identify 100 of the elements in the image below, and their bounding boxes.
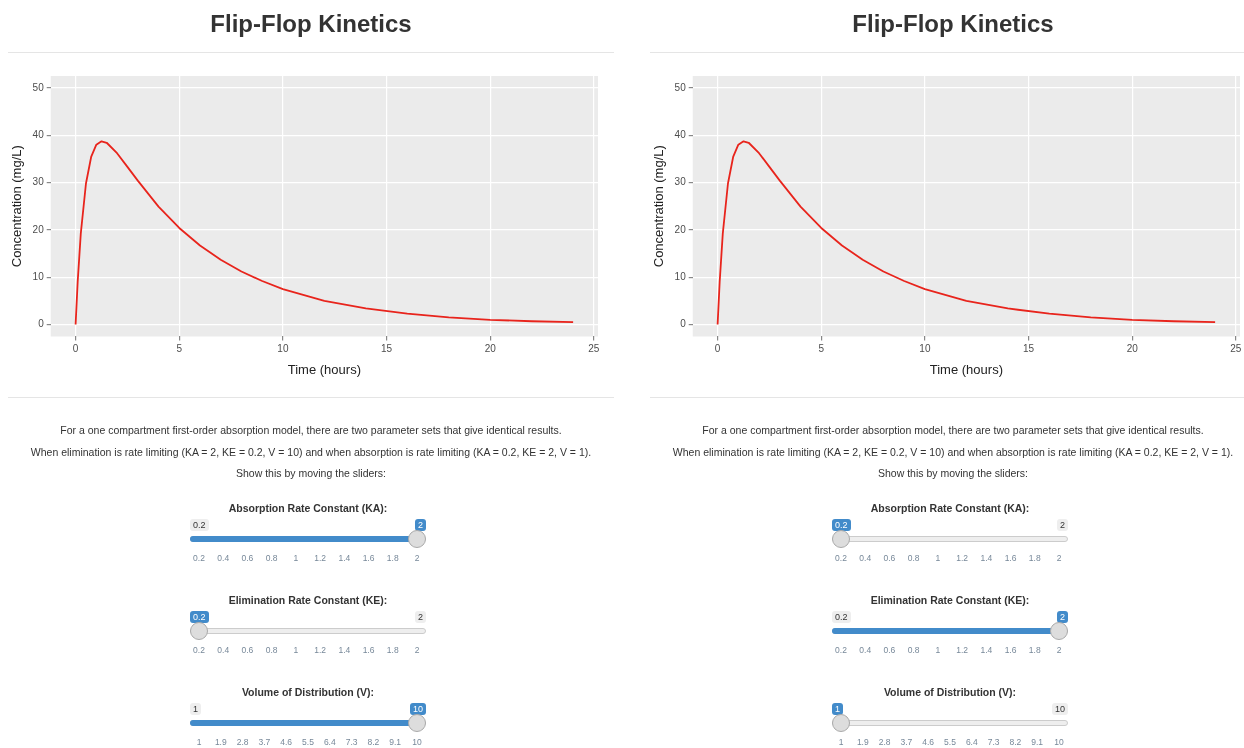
text: When elimination is rate limiting (KA = 2, KE = 0.2, V = 10) and when absorption is rate limiting (KA = 0.2, KE = 2, V = 1). bbox=[29, 446, 593, 458]
text: 1.4 bbox=[980, 645, 993, 655]
text: 1.9 bbox=[214, 737, 227, 747]
text: Volume of Distribution (V): bbox=[240, 686, 376, 698]
text: 4.6 bbox=[922, 737, 935, 747]
y-tick-label: 50 bbox=[32, 81, 45, 93]
text: 0.8 bbox=[265, 645, 278, 655]
text: 10 bbox=[412, 737, 422, 747]
x-tick-label: 5 bbox=[818, 343, 825, 355]
x-tick-label: 10 bbox=[919, 343, 931, 355]
text: Elimination Rate Constant (KE): bbox=[227, 594, 389, 606]
x-tick-label: 5 bbox=[176, 343, 183, 355]
x-axis-title: Time (hours) bbox=[929, 361, 1003, 377]
text: 3.7 bbox=[900, 737, 913, 747]
text: 1.8 bbox=[386, 645, 399, 655]
x-tick-label: 10 bbox=[277, 343, 289, 355]
y-axis-title: Concentration (mg/L) bbox=[651, 145, 667, 268]
text: 1.6 bbox=[1004, 553, 1017, 563]
text: 1.4 bbox=[338, 645, 351, 655]
text: 0.4 bbox=[859, 553, 872, 563]
text: 2 bbox=[414, 519, 426, 531]
x-tick-label: 0 bbox=[72, 343, 79, 355]
x-tick-label: 20 bbox=[484, 343, 497, 355]
text: 0.2 bbox=[193, 553, 205, 563]
text: 1.4 bbox=[338, 553, 351, 563]
text: 0.4 bbox=[859, 645, 872, 655]
text: 9.1 bbox=[1031, 737, 1044, 747]
y-tick-label: 40 bbox=[674, 128, 687, 140]
text: 0.2 bbox=[835, 645, 847, 655]
text: 0.8 bbox=[907, 553, 920, 563]
text: 1.6 bbox=[362, 553, 375, 563]
text: Elimination Rate Constant (KE): bbox=[869, 594, 1031, 606]
y-tick-label: 20 bbox=[32, 223, 45, 235]
text: 1 bbox=[832, 703, 844, 715]
text: 7.3 bbox=[987, 737, 1000, 747]
text: Show this by moving the sliders: bbox=[877, 467, 1029, 479]
text: 0.6 bbox=[241, 553, 254, 563]
y-tick-label: 10 bbox=[674, 270, 687, 282]
text: 3.7 bbox=[258, 737, 271, 747]
text: 0.2 bbox=[832, 519, 851, 531]
text: 5.5 bbox=[944, 737, 956, 747]
text: 1.4 bbox=[980, 553, 993, 563]
x-axis-title: Time (hours) bbox=[287, 361, 361, 377]
y-tick-label: 30 bbox=[674, 176, 687, 188]
text: 2 bbox=[414, 553, 420, 563]
text: 4.6 bbox=[280, 737, 293, 747]
text: 1.9 bbox=[856, 737, 869, 747]
text: 0.2 bbox=[832, 611, 851, 623]
text: 1.2 bbox=[956, 645, 969, 655]
text: 2 bbox=[414, 645, 420, 655]
text: 1 bbox=[935, 645, 941, 655]
text: 2 bbox=[414, 611, 426, 623]
text: Volume of Distribution (V): bbox=[882, 686, 1018, 698]
text: 8.2 bbox=[1009, 737, 1022, 747]
text: 5.5 bbox=[302, 737, 314, 747]
y-tick-label: 0 bbox=[680, 318, 687, 330]
text: 2 bbox=[1056, 645, 1062, 655]
x-tick-label: 20 bbox=[1126, 343, 1139, 355]
text: 1 bbox=[838, 737, 844, 747]
text: 0.4 bbox=[217, 645, 230, 655]
x-tick-label: 25 bbox=[1230, 343, 1242, 355]
text: 0.6 bbox=[241, 645, 254, 655]
text: 2.8 bbox=[236, 737, 249, 747]
text: 0.2 bbox=[190, 519, 209, 531]
text: For a one compartment first-order absorption model, there are two parameter sets that give identical results. bbox=[701, 424, 1205, 436]
text: Absorption Rate Constant (KA): bbox=[227, 502, 389, 514]
text: When elimination is rate limiting (KA = 2, KE = 0.2, V = 10) and when absorption is rate limiting (KA = 0.2, KE = 2, V = 1). bbox=[671, 446, 1235, 458]
text: 0.2 bbox=[190, 611, 209, 623]
text: 6.4 bbox=[323, 737, 336, 747]
text: Absorption Rate Constant (KA): bbox=[869, 502, 1031, 514]
text: 8.2 bbox=[367, 737, 380, 747]
text: 1.2 bbox=[314, 553, 327, 563]
text: 2.8 bbox=[878, 737, 891, 747]
text: 1.8 bbox=[1028, 553, 1041, 563]
text: Show this by moving the sliders: bbox=[235, 467, 387, 479]
chart-title: Flip-Flop Kinetics bbox=[209, 10, 413, 38]
text: 10 bbox=[1051, 703, 1068, 715]
text: 0.4 bbox=[217, 553, 230, 563]
y-tick-label: 10 bbox=[32, 270, 45, 282]
text: 2 bbox=[1056, 611, 1068, 623]
text: 0.6 bbox=[883, 553, 896, 563]
text: 2 bbox=[1056, 553, 1062, 563]
text: 10 bbox=[409, 703, 426, 715]
text: 1 bbox=[293, 553, 299, 563]
x-tick-label: 15 bbox=[380, 343, 393, 355]
text: 0.2 bbox=[193, 645, 205, 655]
text: 0.2 bbox=[835, 553, 847, 563]
y-tick-label: 50 bbox=[674, 81, 687, 93]
text: 0.6 bbox=[883, 645, 896, 655]
x-tick-label: 25 bbox=[588, 343, 600, 355]
text: For a one compartment first-order absorption model, there are two parameter sets that give identical results. bbox=[59, 424, 563, 436]
text: 1 bbox=[293, 645, 299, 655]
text: 1.8 bbox=[1028, 645, 1041, 655]
text: 1.8 bbox=[386, 553, 399, 563]
text: 0.8 bbox=[265, 553, 278, 563]
text: 1 bbox=[935, 553, 941, 563]
y-tick-label: 20 bbox=[674, 223, 687, 235]
text: 6.4 bbox=[965, 737, 978, 747]
text: 10 bbox=[1054, 737, 1064, 747]
text: 9.1 bbox=[389, 737, 402, 747]
